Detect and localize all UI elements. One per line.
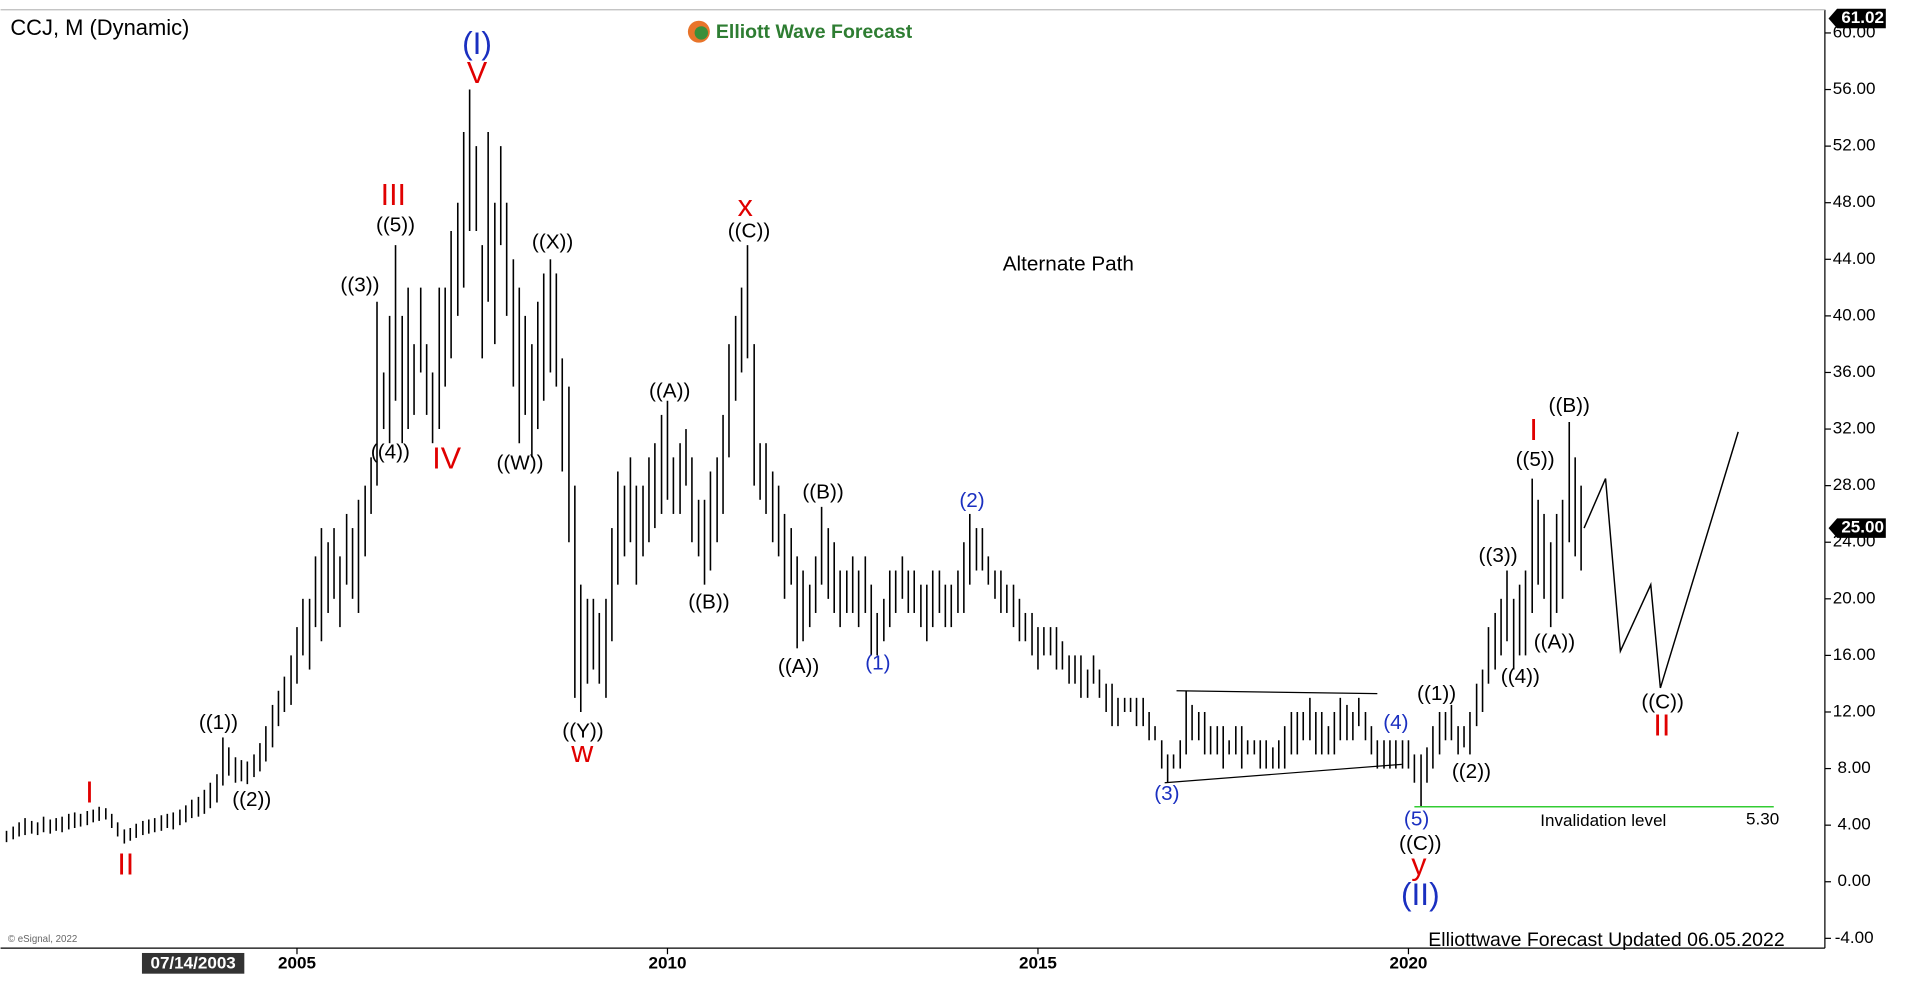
- invalidation-label: Invalidation level: [1540, 811, 1666, 830]
- wave-label: ((5)): [376, 214, 415, 237]
- wave-label: III: [381, 178, 406, 212]
- wave-label: ((5)): [1516, 448, 1555, 471]
- wave-label: IV: [432, 441, 461, 475]
- y-tick-label: 56.00: [1833, 79, 1876, 98]
- y-tick-label: 52.00: [1833, 136, 1876, 155]
- wave-label: I: [1529, 413, 1537, 447]
- brand-logo: Elliott Wave Forecast: [687, 20, 913, 43]
- wave-label: y: [1411, 847, 1427, 881]
- wave-label: ((A)): [778, 655, 819, 678]
- wave-label: ((B)): [1549, 394, 1590, 417]
- price-marker: [1828, 518, 1886, 538]
- footer: Elliottwave Forecast Updated 06.05.2022: [1428, 929, 1784, 951]
- price-marker: [1828, 8, 1886, 29]
- cursor-date: 07/14/2003: [150, 953, 235, 972]
- wave-label: (I): [462, 25, 492, 61]
- wave-label: x: [738, 189, 753, 223]
- y-tick-label: 16.00: [1833, 645, 1876, 664]
- wave-label: ((2)): [232, 788, 271, 811]
- wave-label: II: [1653, 708, 1670, 742]
- y-tick-label: 48.00: [1833, 192, 1876, 211]
- y-tick-label: 40.00: [1833, 305, 1876, 324]
- wave-label: ((4)): [1501, 665, 1540, 688]
- projection-path: [1583, 431, 1739, 689]
- wave-label: (II): [1401, 876, 1440, 912]
- wave-label: w: [570, 735, 594, 769]
- invalidation-value: 5.30: [1746, 810, 1779, 829]
- wave-label: ((C)): [728, 220, 771, 243]
- x-tick-label: 2005: [278, 953, 316, 972]
- y-tick-label: 28.00: [1833, 475, 1876, 494]
- y-tick-label: 36.00: [1833, 362, 1876, 381]
- wave-label: ((B)): [802, 481, 843, 504]
- x-tick-label: 2015: [1019, 953, 1057, 972]
- y-tick-label: 12.00: [1833, 701, 1876, 720]
- wave-label: (5): [1404, 808, 1429, 831]
- y-tick-label: 32.00: [1833, 419, 1876, 438]
- wave-label: ((2)): [1452, 760, 1491, 783]
- wave-label: ((A)): [649, 380, 690, 403]
- triangle-line: [1164, 763, 1402, 784]
- wave-label: (4): [1383, 711, 1408, 734]
- wave-label: ((4)): [371, 440, 410, 463]
- x-tick-label: 2020: [1389, 953, 1427, 972]
- y-tick-label: 8.00: [1838, 758, 1871, 777]
- wave-label: ((A)): [1534, 631, 1575, 654]
- logo-icon: [694, 26, 709, 40]
- y-tick-label: -4.00: [1835, 928, 1874, 947]
- y-tick-label: 44.00: [1833, 249, 1876, 268]
- y-tick-label: 20.00: [1833, 588, 1876, 607]
- wave-label: (3): [1154, 782, 1179, 805]
- wave-label: V: [467, 56, 488, 90]
- triangle-line: [1176, 690, 1378, 695]
- price-marker-label: 25.00: [1841, 518, 1884, 537]
- cursor-date-box: [141, 952, 245, 974]
- chart-title: CCJ, M (Dynamic): [10, 15, 189, 40]
- y-tick-label: 0.00: [1838, 871, 1871, 890]
- wave-label: II: [117, 847, 134, 881]
- wave-label: ((Y)): [562, 720, 603, 743]
- wave-label: ((X)): [532, 231, 573, 254]
- wave-label: ((1)): [1417, 682, 1456, 705]
- price-marker-label: 61.02: [1841, 8, 1884, 27]
- y-tick-label: 4.00: [1838, 815, 1871, 834]
- wave-label: ((W)): [496, 451, 543, 474]
- copyright: © eSignal, 2022: [8, 934, 77, 945]
- wave-label: (1): [865, 651, 890, 674]
- wave-label: ((1)): [199, 711, 238, 734]
- wave-label: ((3)): [1479, 544, 1518, 567]
- wave-label: Alternate Path: [1003, 253, 1134, 276]
- wave-label: I: [85, 776, 93, 810]
- wave-label: ((C)): [1399, 832, 1442, 855]
- wave-label: ((C)): [1641, 690, 1684, 713]
- wave-label: ((B)): [688, 590, 729, 613]
- wave-label: (2): [959, 489, 984, 512]
- x-tick-label: 2010: [649, 953, 687, 972]
- brand-name: Elliott Wave Forecast: [716, 21, 913, 43]
- wave-label: ((3)): [340, 273, 379, 296]
